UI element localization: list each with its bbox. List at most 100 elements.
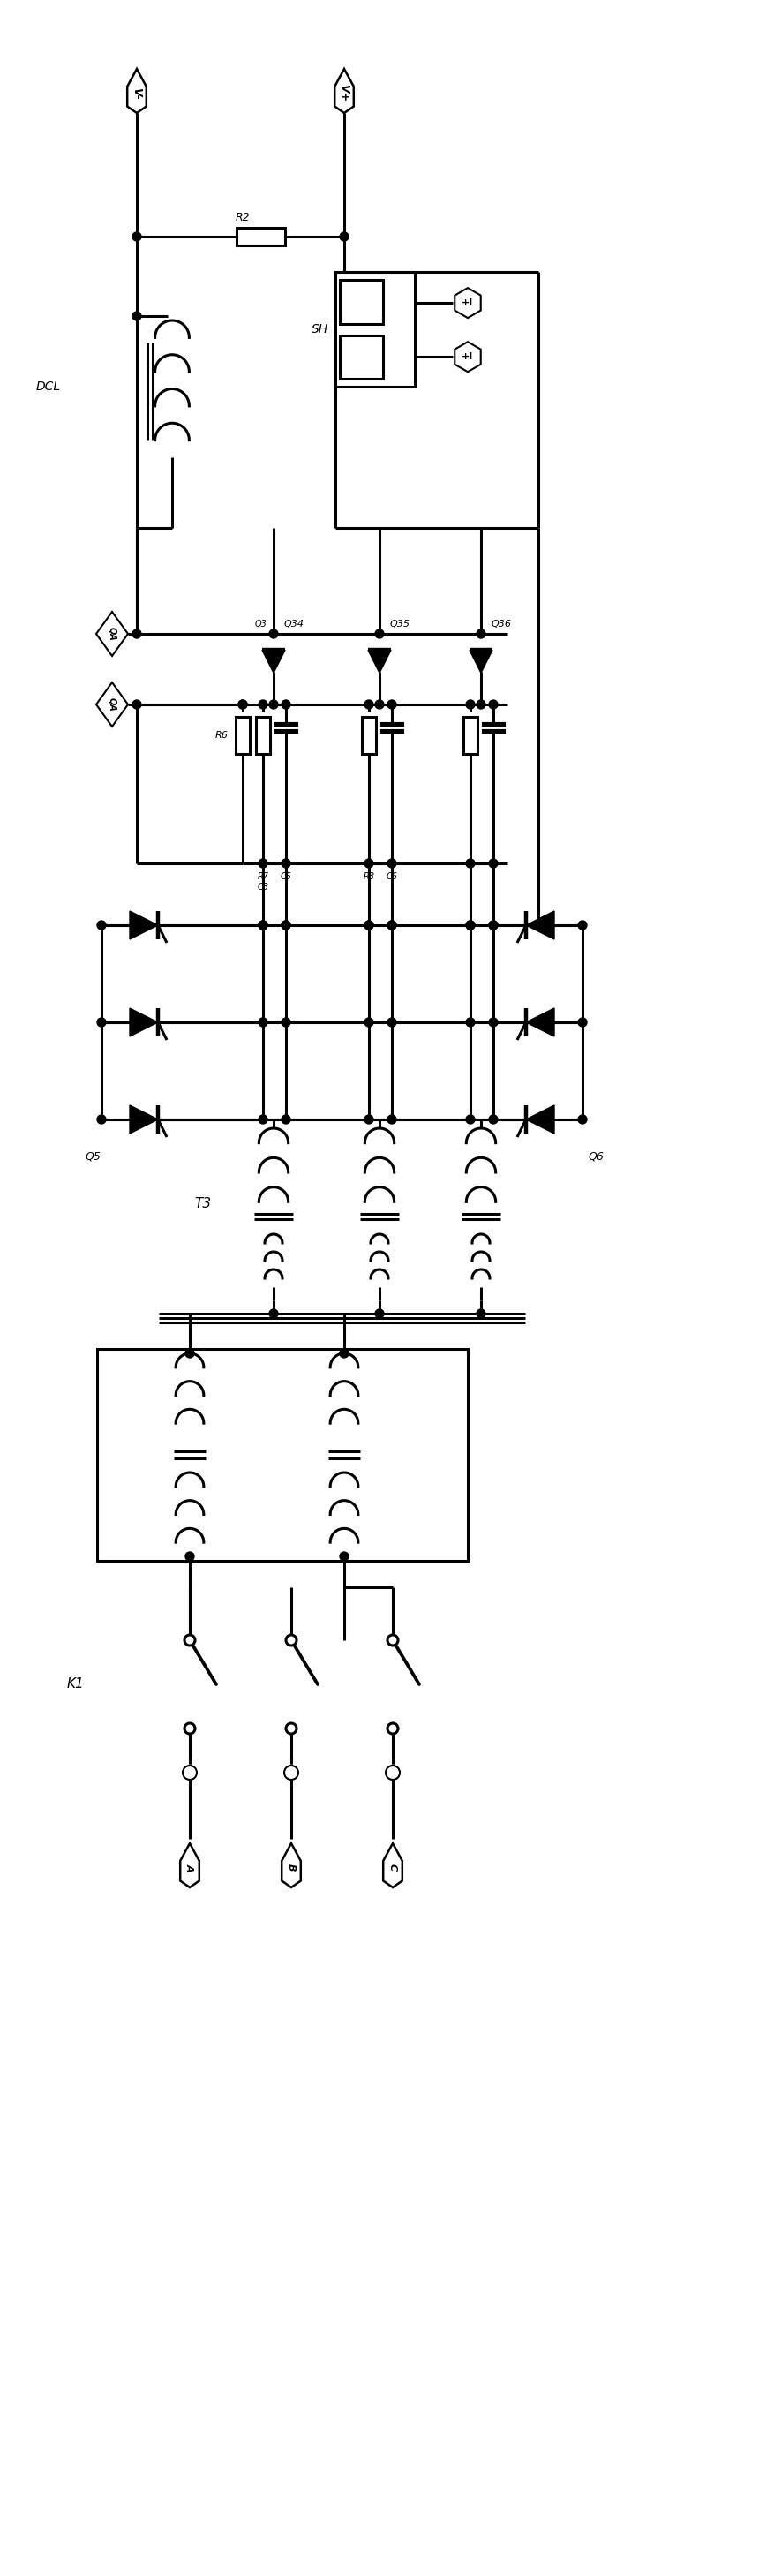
Circle shape [282,1018,291,1028]
Circle shape [132,312,141,319]
Polygon shape [128,70,146,113]
Circle shape [259,701,267,708]
Polygon shape [130,1105,158,1133]
Circle shape [340,1551,348,1561]
Polygon shape [335,70,354,113]
Circle shape [387,1636,398,1646]
Text: C5: C5 [280,873,291,881]
Circle shape [386,1765,400,1780]
Bar [463,716,477,755]
Circle shape [286,1636,297,1646]
Polygon shape [368,649,391,672]
Polygon shape [526,1105,554,1133]
Circle shape [578,1018,587,1028]
Circle shape [387,920,396,930]
Text: Q34: Q34 [284,621,304,629]
Circle shape [282,920,291,930]
Polygon shape [96,611,128,657]
Circle shape [184,1636,195,1646]
Text: V-: V- [131,88,143,100]
Circle shape [489,701,498,708]
Circle shape [375,701,384,708]
Circle shape [387,1115,396,1123]
Circle shape [466,858,475,868]
Circle shape [489,858,498,868]
Polygon shape [383,1844,402,1888]
Text: QA: QA [108,626,116,641]
Circle shape [364,920,373,930]
Text: Q6: Q6 [587,1151,603,1162]
Circle shape [286,1723,297,1734]
Circle shape [132,232,141,242]
Circle shape [466,1018,475,1028]
Polygon shape [130,1007,158,1036]
Polygon shape [455,343,480,371]
Text: B: B [287,1865,296,1870]
Text: R7: R7 [257,873,269,881]
Circle shape [259,920,267,930]
Circle shape [364,858,373,868]
Polygon shape [470,649,493,672]
Text: C3: C3 [257,884,269,891]
Text: Q35: Q35 [390,621,411,629]
Circle shape [466,1115,475,1123]
Circle shape [259,1018,267,1028]
Circle shape [387,858,396,868]
Circle shape [466,701,475,708]
Circle shape [364,920,373,930]
Text: Q5: Q5 [85,1151,100,1162]
Circle shape [364,1018,373,1028]
Bar [362,716,376,755]
Circle shape [489,920,498,930]
Bar [339,281,383,325]
Polygon shape [180,1844,200,1888]
Circle shape [364,1115,373,1123]
Text: QA: QA [108,698,116,711]
Polygon shape [526,912,554,940]
Circle shape [364,701,373,708]
Circle shape [466,920,475,930]
Circle shape [489,1115,498,1123]
Circle shape [578,1115,587,1123]
Circle shape [534,920,543,930]
Text: C6: C6 [386,873,398,881]
Circle shape [185,1350,194,1358]
Bar [256,716,270,755]
Circle shape [477,629,486,639]
Circle shape [238,701,247,708]
Text: R6: R6 [216,732,228,739]
Text: V+: V+ [339,85,350,103]
Circle shape [238,701,247,708]
Bar [97,1350,468,1561]
Circle shape [387,1723,398,1734]
Polygon shape [282,1844,301,1888]
Bar [339,335,383,379]
Text: C: C [389,1865,397,1870]
Circle shape [489,1018,498,1028]
Circle shape [284,1765,298,1780]
Circle shape [282,701,291,708]
Circle shape [259,858,267,868]
Circle shape [269,701,278,708]
Text: +I: +I [462,353,474,361]
Circle shape [185,1551,194,1561]
Bar [235,716,250,755]
Circle shape [477,701,486,708]
Text: K1: K1 [67,1677,83,1690]
Circle shape [578,920,587,930]
Circle shape [97,1115,106,1123]
Polygon shape [455,289,480,317]
Circle shape [132,701,141,708]
Text: R8: R8 [363,873,375,881]
Circle shape [340,1350,348,1358]
Circle shape [387,1018,396,1028]
Bar [236,227,285,245]
Text: +I: +I [462,299,474,307]
Polygon shape [262,649,285,672]
Circle shape [375,629,384,639]
Text: A: A [185,1865,194,1870]
Circle shape [375,1309,384,1319]
Polygon shape [96,683,128,726]
Polygon shape [130,912,158,940]
Circle shape [183,1765,197,1780]
